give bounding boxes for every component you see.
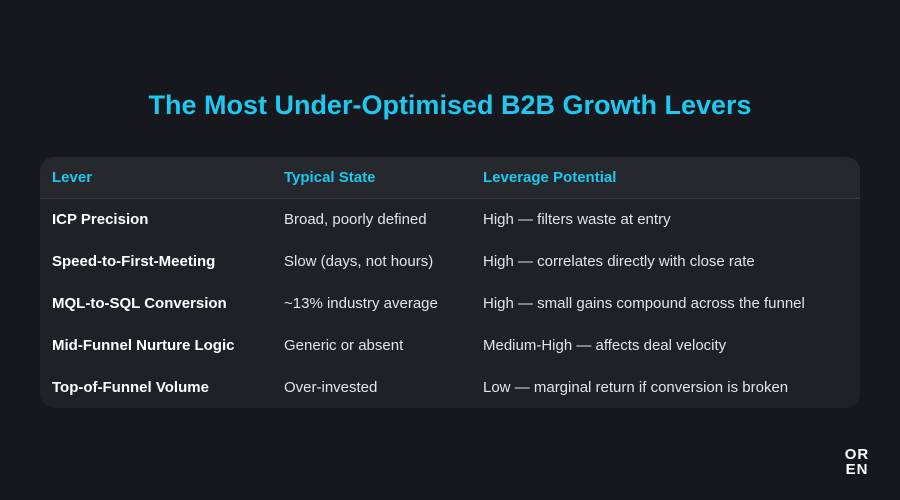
table-cell: High — filters waste at entry [483, 211, 671, 228]
table-cell: ~13% industry average [284, 295, 438, 312]
table-cell: Generic or absent [284, 337, 404, 354]
logo: OR EN [840, 447, 874, 477]
logo-line: EN [845, 461, 869, 478]
table: Lever Typical State Leverage Potential ICP … [40, 157, 860, 408]
table-cell: Medium-High — affects deal velocity [483, 337, 727, 354]
logo-line: OR [844, 446, 870, 463]
header-cell: Lever [52, 169, 93, 186]
header-cell: Typical State [284, 169, 376, 186]
table-cell: Broad, poorly defined [284, 211, 427, 228]
title: The Most Under-Optimised B2B Growth Leve… [148, 90, 752, 120]
table-row: Speed-to-First-Meeting Slow (days, not ho… [40, 241, 860, 283]
table-cell: Mid-Funnel Nurture Logic [52, 337, 235, 354]
table-cell: Low — marginal return if conversion is b… [483, 379, 789, 396]
table-cell: High — correlates directly with close ra… [483, 253, 755, 270]
table-cell: Over-invested [284, 379, 378, 396]
table-cell: High — small gains compound across the f… [483, 295, 805, 312]
table-row: ICP Precision Broad, poorly defined High —… [40, 199, 860, 241]
header-cell: Leverage Potential [483, 169, 617, 186]
table-row: MQL-to-SQL Conversion ~13% industry avera… [40, 283, 860, 325]
table-row: Top-of-Funnel Volume Over-invested Low — m… [40, 367, 860, 408]
table-cell: Speed-to-First-Meeting [52, 253, 216, 270]
table-cell: MQL-to-SQL Conversion [52, 295, 227, 312]
header-row: Lever Typical State Leverage Potential [40, 157, 860, 199]
table-cell: Slow (days, not hours) [284, 253, 434, 270]
table-cell: Top-of-Funnel Volume [52, 379, 209, 396]
table-cell: ICP Precision [52, 211, 149, 228]
table-row: Mid-Funnel Nurture Logic Generic or absen… [40, 325, 860, 367]
